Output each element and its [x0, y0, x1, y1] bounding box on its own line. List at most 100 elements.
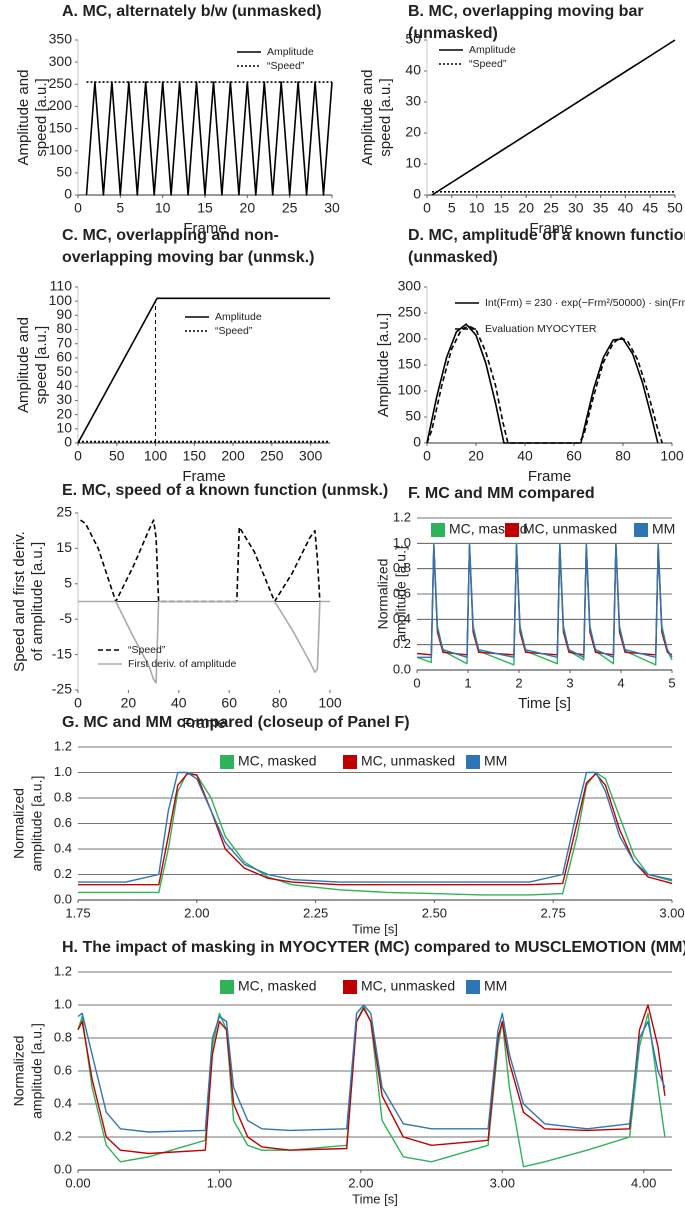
x-tick-label: 10	[469, 200, 485, 216]
legend-label: “Speed”	[215, 325, 253, 337]
panel-title: B. MC, overlapping moving bar	[408, 3, 644, 20]
legend-swatch	[343, 980, 357, 994]
legend-label: Amplitude	[267, 46, 314, 58]
y-tick-label: 300	[49, 53, 73, 69]
y-tick-label: 1.2	[54, 738, 72, 753]
panel: A. MC, alternately b/w (unmasked) Amplitu…	[15, 3, 340, 237]
data-line	[426, 325, 663, 444]
y-tick-label: 50	[56, 164, 72, 180]
y-tick-label: 150	[398, 356, 422, 372]
x-tick-label: 250	[260, 448, 284, 464]
x-axis-label: Frame	[182, 715, 225, 732]
x-tick-label: 1	[464, 675, 471, 690]
y-tick-label: 250	[398, 304, 422, 320]
x-tick-label: 0	[74, 448, 82, 464]
x-axis-label: Time [s]	[352, 921, 398, 936]
y-tick-label: 70	[56, 334, 72, 350]
data-line	[417, 543, 673, 658]
y-tick-label: 0.8	[54, 789, 72, 804]
y-tick-label: 50	[405, 31, 421, 47]
x-tick-label: 25	[543, 200, 559, 216]
y-tick-label: 30	[405, 93, 421, 109]
x-tick-label: 5	[448, 200, 456, 216]
y-tick-label: 10	[56, 420, 72, 436]
panel-title: C. MC, overlapping and non-	[62, 227, 279, 244]
x-tick-label: 35	[593, 200, 609, 216]
y-tick-label: -15	[52, 645, 72, 661]
x-tick-label: 2.00	[184, 905, 209, 920]
x-tick-label: 2.25	[303, 905, 328, 920]
y-tick-label: 100	[49, 141, 73, 157]
legend-swatch	[466, 980, 480, 994]
y-axis-label: speed [a.u.]	[33, 78, 50, 156]
legend-label: “Speed”	[128, 644, 166, 656]
panel: G. MC and MM compared (closeup of Panel …	[11, 714, 685, 936]
legend-label: “Speed”	[469, 58, 507, 70]
legend-label: “Speed”	[267, 60, 305, 72]
x-tick-label: 30	[568, 200, 584, 216]
data-line	[78, 600, 330, 684]
y-axis-label: amplitude [a.u.]	[393, 546, 409, 642]
y-axis-label: Amplitude [a.u.]	[375, 313, 392, 417]
data-line	[77, 297, 330, 444]
y-axis-label: Amplitude and	[15, 70, 32, 166]
x-tick-label: 40	[517, 448, 533, 464]
y-axis-label: Normalized	[11, 788, 27, 859]
data-line	[78, 771, 673, 896]
y-tick-label: 350	[49, 31, 73, 47]
y-axis-label: Normalized	[11, 1036, 27, 1107]
y-tick-label: 250	[49, 75, 73, 91]
y-tick-label: 0.0	[393, 661, 411, 676]
data-line	[85, 81, 333, 196]
y-tick-label: 100	[49, 292, 73, 308]
y-tick-label: 1.0	[393, 535, 411, 550]
y-tick-label: 0.0	[54, 891, 72, 906]
y-tick-label: 20	[405, 124, 421, 140]
data-line	[77, 1004, 666, 1133]
y-tick-label: -25	[52, 681, 72, 697]
y-tick-label: 200	[49, 97, 73, 113]
legend-swatch	[431, 523, 445, 537]
x-tick-label: 3.00	[659, 905, 684, 920]
x-tick-label: 45	[642, 200, 658, 216]
legend-label: First deriv. of amplitude	[128, 658, 237, 670]
y-axis-label: of amplitude [a.u.]	[29, 542, 46, 661]
y-axis-label: speed [a.u.]	[377, 78, 394, 156]
y-tick-label: 300	[398, 278, 422, 294]
y-tick-label: 90	[56, 306, 72, 322]
y-tick-label: 0.4	[54, 840, 72, 855]
x-tick-label: 100	[660, 448, 684, 464]
x-tick-label: 0	[74, 200, 82, 216]
x-tick-label: 3	[566, 675, 573, 690]
legend-swatch	[466, 755, 480, 769]
x-tick-label: 80	[615, 448, 631, 464]
legend-label: MM	[484, 753, 507, 769]
panel-title: H. The impact of masking in MYOCYTER (MC…	[62, 939, 685, 956]
x-tick-label: 1.75	[65, 905, 90, 920]
x-tick-label: 5	[116, 200, 124, 216]
y-tick-label: 1.2	[54, 963, 72, 978]
panel-title: G. MC and MM compared (closeup of Panel …	[62, 714, 410, 731]
y-tick-label: 0	[413, 186, 421, 202]
y-tick-label: 0.4	[393, 611, 411, 626]
y-tick-label: 60	[56, 349, 72, 365]
x-axis-label: Frame	[528, 468, 571, 485]
y-tick-label: 0.2	[54, 1128, 72, 1143]
y-tick-label: 0.6	[54, 815, 72, 830]
y-tick-label: 200	[398, 330, 422, 346]
data-line	[431, 39, 676, 196]
y-tick-label: 0.4	[54, 1095, 72, 1110]
panel: D. MC, amplitude of a known function (unm…	[375, 227, 685, 485]
x-tick-label: 60	[566, 448, 582, 464]
panel-title: D. MC, amplitude of a known function	[408, 227, 685, 244]
data-line	[77, 1005, 666, 1168]
panel: B. MC, overlapping moving bar (unmasked) A…	[359, 3, 683, 237]
y-axis-label: Normalized	[375, 559, 391, 630]
x-tick-label: 4	[617, 675, 624, 690]
y-tick-label: 0.2	[54, 866, 72, 881]
y-tick-label: 10	[405, 155, 421, 171]
y-axis-label: Speed and first deriv.	[11, 531, 28, 672]
panel-title: (unmasked)	[408, 25, 498, 42]
panel: E. MC, speed of a known function (unmsk.…	[11, 482, 388, 732]
